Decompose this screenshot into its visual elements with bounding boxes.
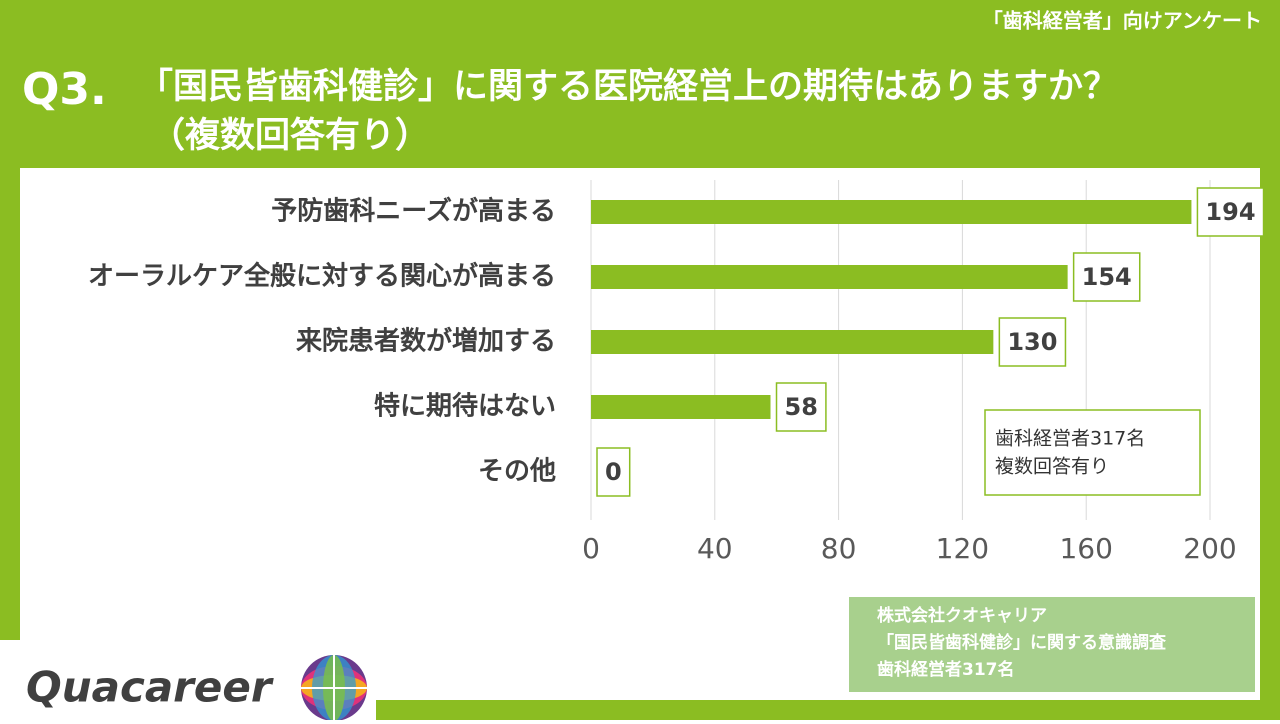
bar bbox=[591, 330, 994, 354]
data-label: 194 bbox=[1205, 198, 1255, 226]
bar bbox=[591, 395, 771, 419]
source-line: 株式会社クオキャリア bbox=[877, 605, 1047, 626]
header-tag: 「歯科経営者」向けアンケート bbox=[983, 9, 1262, 33]
data-label-box bbox=[1072, 252, 1141, 302]
source-line: 歯科経営者317名 bbox=[877, 659, 1015, 680]
x-tick-label: 120 bbox=[936, 532, 989, 565]
data-label: 130 bbox=[1007, 328, 1057, 356]
logo-text: Quacareer bbox=[26, 663, 274, 712]
source-box bbox=[849, 597, 1255, 692]
x-tick-label: 160 bbox=[1059, 532, 1112, 565]
data-label: 58 bbox=[785, 393, 818, 421]
question-number: Q3. bbox=[22, 64, 107, 115]
x-tick-label: 80 bbox=[821, 532, 857, 565]
note-box bbox=[984, 409, 1201, 496]
bar bbox=[591, 265, 1068, 289]
y-tick-label: 特に期待はない bbox=[374, 391, 556, 422]
note-line: 複数回答有り bbox=[995, 456, 1109, 478]
y-tick-label: オーラルケア全般に対する関心が高まる bbox=[88, 261, 556, 292]
data-label-box bbox=[775, 382, 827, 432]
subtitle: （複数回答有り） bbox=[150, 116, 430, 156]
source-line: 「国民皆歯科健診」に関する意識調査 bbox=[877, 632, 1167, 653]
chart: 0 40 80 120 160 200 予防歯科ニーズが高まる 194 オーラルケア全般に対する… bbox=[88, 180, 1265, 565]
data-label-box bbox=[1196, 187, 1265, 237]
title: 「国民皆歯科健診」に関する医院経営上の期待はありますか？ bbox=[138, 67, 1118, 107]
y-tick-label: 予防歯科ニーズが高まる bbox=[271, 196, 556, 227]
data-label: 0 bbox=[605, 458, 622, 486]
y-tick-label: 来院患者数が増加する bbox=[296, 326, 556, 357]
x-tick-label: 40 bbox=[697, 532, 733, 565]
data-label-box bbox=[596, 447, 631, 497]
x-tick-label: 0 bbox=[582, 532, 600, 565]
data-label-box bbox=[998, 317, 1067, 367]
note-line: 歯科経営者317名 bbox=[995, 428, 1145, 450]
data-label: 154 bbox=[1082, 263, 1132, 291]
y-tick-label: その他 bbox=[478, 457, 556, 487]
bar bbox=[591, 200, 1192, 224]
x-tick-label: 200 bbox=[1183, 532, 1236, 565]
logo-globe bbox=[301, 655, 367, 721]
